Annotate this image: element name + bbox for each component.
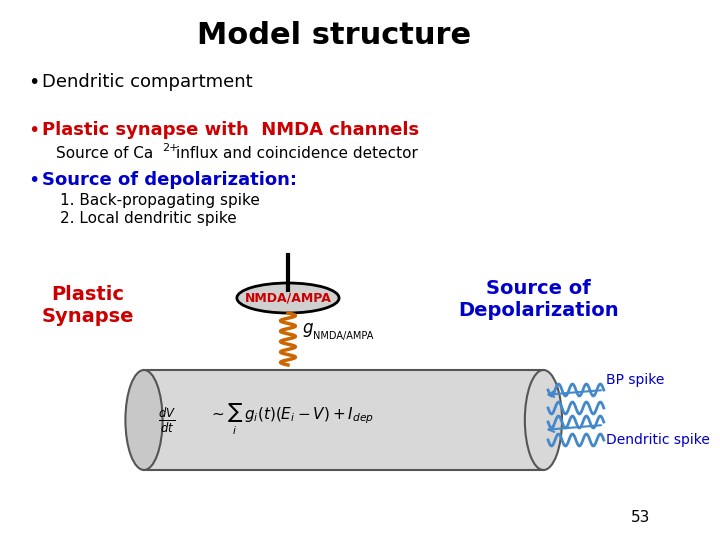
Text: $\sim\sum_{i}\,g_i(t)(E_i - V) + I_{dep}$: $\sim\sum_{i}\,g_i(t)(E_i - V) + I_{dep}… [209, 403, 374, 437]
Text: 2. Local dendritic spike: 2. Local dendritic spike [60, 211, 237, 226]
Text: •: • [28, 120, 40, 139]
Text: $\frac{dV}{dt}$: $\frac{dV}{dt}$ [158, 406, 176, 435]
Ellipse shape [525, 370, 562, 470]
Text: •: • [28, 171, 40, 190]
Text: 2+: 2+ [163, 143, 179, 153]
Text: Model structure: Model structure [197, 21, 472, 50]
Text: •: • [28, 72, 40, 91]
Text: 53: 53 [631, 510, 650, 525]
Text: Source of depolarization:: Source of depolarization: [42, 171, 297, 189]
Ellipse shape [125, 370, 163, 470]
Text: Plastic synapse with  NMDA channels: Plastic synapse with NMDA channels [42, 121, 419, 139]
Text: Plastic
Synapse: Plastic Synapse [42, 285, 135, 326]
Text: NMDA/AMPA: NMDA/AMPA [245, 292, 331, 305]
Text: Source of
Depolarization: Source of Depolarization [459, 280, 619, 321]
Text: BP spike: BP spike [606, 373, 664, 387]
Ellipse shape [237, 283, 339, 313]
Bar [144, 370, 544, 470]
Text: NMDA/AMPA: NMDA/AMPA [313, 331, 374, 341]
Text: Source of Ca: Source of Ca [55, 145, 153, 160]
Text: Dendritic spike: Dendritic spike [606, 433, 709, 447]
Text: influx and coincidence detector: influx and coincidence detector [176, 145, 418, 160]
Text: 1. Back-propagating spike: 1. Back-propagating spike [60, 192, 260, 207]
Text: Dendritic compartment: Dendritic compartment [42, 73, 253, 91]
Text: $g$: $g$ [302, 321, 314, 339]
